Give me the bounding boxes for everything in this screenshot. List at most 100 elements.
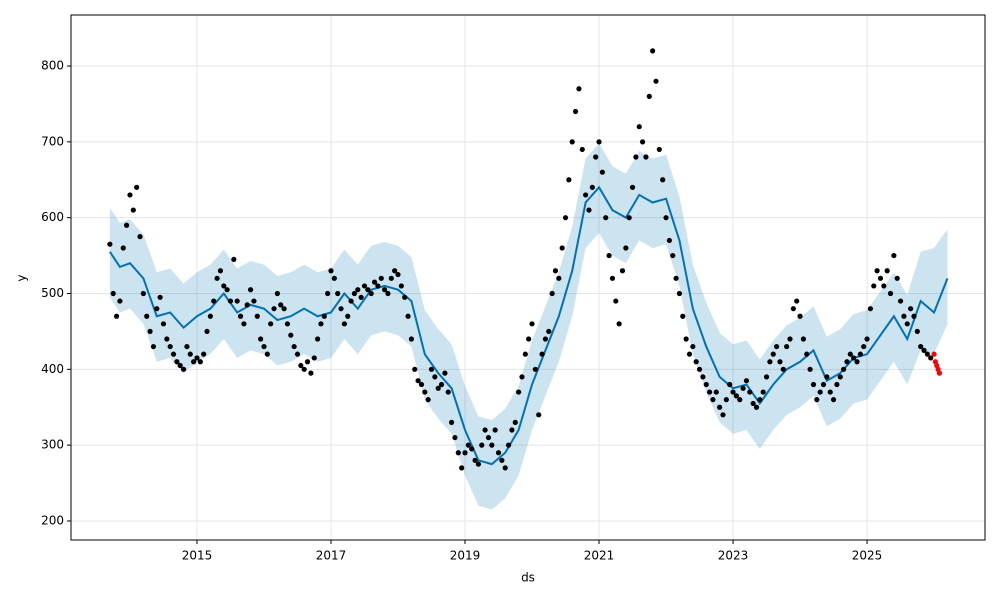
observed-point — [140, 290, 146, 297]
observed-point — [656, 146, 662, 153]
observed-point — [810, 381, 817, 388]
observed-point — [475, 461, 482, 467]
observed-point — [643, 154, 649, 160]
observed-point — [539, 351, 545, 357]
x-tick-label: 2025 — [852, 549, 883, 563]
observed-point — [653, 78, 659, 84]
observed-point — [727, 381, 733, 388]
observed-point — [509, 427, 515, 433]
observed-point — [452, 434, 458, 441]
y-tick-label: 600 — [41, 210, 64, 224]
observed-point — [921, 347, 927, 353]
observed-point — [670, 252, 676, 259]
observed-point — [623, 245, 629, 251]
observed-point — [760, 389, 766, 395]
observed-point — [834, 381, 840, 388]
observed-point — [596, 139, 602, 145]
observed-point — [650, 48, 656, 54]
observed-point — [130, 207, 136, 213]
observed-point — [392, 268, 398, 274]
observed-point — [542, 336, 549, 342]
observed-point — [234, 298, 240, 304]
observed-point — [918, 343, 924, 350]
observed-point — [861, 343, 867, 350]
observed-point — [422, 389, 428, 395]
x-axis-label: ds — [521, 571, 535, 585]
observed-point — [790, 306, 796, 312]
observed-point — [526, 336, 532, 342]
observed-point — [345, 313, 351, 319]
plot-frame — [70, 14, 986, 541]
observed-point — [311, 355, 317, 361]
observed-point — [284, 321, 291, 327]
observed-point — [737, 397, 743, 403]
observed-point — [753, 404, 760, 410]
observed-point — [794, 298, 800, 304]
observed-point — [516, 389, 522, 395]
observed-point — [706, 389, 713, 395]
observed-point — [415, 378, 421, 384]
observed-point — [750, 400, 756, 407]
observed-point — [830, 397, 837, 403]
observed-point — [338, 306, 344, 312]
x-tick-label: 2021 — [584, 549, 615, 563]
observed-point — [197, 359, 203, 365]
observed-point — [479, 442, 485, 448]
observed-point — [606, 252, 612, 259]
observed-point — [402, 294, 408, 300]
observed-point — [405, 313, 411, 319]
observed-point — [572, 108, 579, 115]
observed-point — [120, 245, 126, 251]
observed-point — [254, 313, 260, 319]
observed-point — [191, 359, 197, 365]
observed-point — [321, 313, 327, 319]
observed-point — [593, 154, 599, 160]
observed-point — [442, 370, 448, 376]
observed-point — [844, 359, 850, 365]
observed-point — [438, 381, 445, 388]
observed-point — [298, 362, 304, 369]
observed-point — [827, 389, 833, 395]
y-axis-label: y — [15, 274, 29, 281]
observed-point — [693, 359, 699, 365]
observed-point — [308, 370, 314, 376]
observed-point — [485, 434, 492, 441]
observed-point — [680, 313, 686, 319]
observed-point — [562, 215, 569, 221]
y-tick-label: 500 — [41, 286, 64, 300]
observed-point — [472, 457, 478, 463]
observed-point — [576, 86, 582, 92]
observed-point — [408, 336, 415, 342]
observed-point — [227, 298, 234, 304]
observed-point — [371, 279, 378, 285]
observed-point — [271, 306, 277, 312]
observed-point — [231, 256, 237, 262]
observed-point — [616, 321, 622, 327]
observed-point — [609, 275, 616, 281]
observed-point — [629, 184, 636, 190]
observed-point — [304, 359, 311, 365]
observed-point — [871, 283, 877, 289]
observed-point — [787, 336, 793, 342]
observed-point — [160, 321, 167, 327]
observed-point — [318, 321, 324, 327]
observed-point — [170, 351, 177, 357]
observed-point — [696, 366, 703, 372]
observed-point — [375, 283, 381, 289]
observed-point — [214, 275, 220, 281]
holdout-point — [936, 370, 943, 376]
observed-point — [800, 336, 807, 342]
observed-point — [613, 298, 619, 304]
observed-point — [532, 366, 538, 372]
observed-point — [428, 366, 435, 372]
observed-point — [499, 457, 505, 463]
observed-point — [770, 351, 776, 357]
observed-point — [184, 343, 190, 350]
observed-point — [355, 287, 361, 293]
observed-point — [157, 294, 163, 300]
observed-point — [368, 290, 374, 297]
observed-point — [730, 389, 736, 395]
observed-point — [720, 412, 726, 418]
observed-point — [167, 343, 173, 350]
